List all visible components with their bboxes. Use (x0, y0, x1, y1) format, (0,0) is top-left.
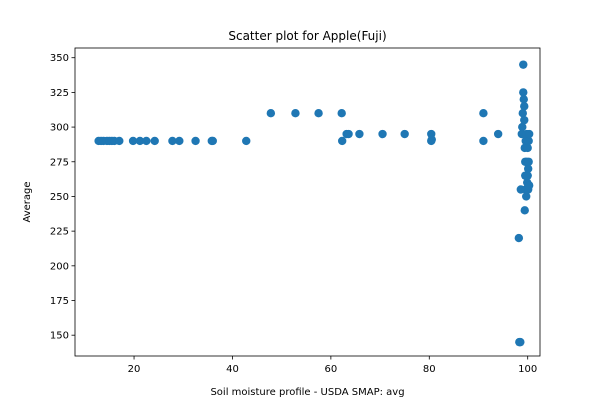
chart-title: Scatter plot for Apple(Fuji) (228, 29, 386, 43)
scatter-point (135, 136, 145, 146)
scatter-point (524, 136, 533, 146)
scatter-point (524, 157, 533, 166)
y-tick-label: 175 (50, 296, 69, 307)
x-tick-label: 60 (325, 364, 338, 375)
scatter-point (479, 109, 488, 118)
y-tick-label: 200 (50, 261, 69, 272)
scatter-point (128, 136, 138, 146)
scatter-point (518, 109, 527, 118)
y-axis-label: Average (22, 181, 33, 222)
y-tick-label: 225 (50, 227, 69, 238)
x-tick-label: 40 (226, 364, 239, 375)
scatter-point (175, 136, 184, 146)
scatter-point (400, 129, 409, 139)
scatter-point (242, 136, 251, 146)
scatter-point (291, 109, 300, 118)
scatter-point (150, 136, 159, 146)
scatter-point (519, 95, 528, 104)
scatter-point (493, 129, 503, 139)
ticks-layer: 20 40 60 80 100 150 175 200 225 250 275 300 325 350 (50, 53, 537, 375)
plot-frame (74, 47, 541, 357)
scatter-point (523, 164, 533, 173)
scatter-point (523, 143, 532, 153)
scatter-point (168, 136, 177, 146)
y-tick-label: 250 (50, 192, 69, 203)
scatter-point (344, 129, 353, 139)
scatter-point (479, 136, 488, 146)
y-tick-label: 350 (50, 53, 69, 64)
x-axis-label: Soil moisture profile - USDA SMAP: avg (210, 387, 404, 398)
scatter-point (142, 136, 151, 146)
scatter-point (518, 122, 527, 132)
y-tick-label: 300 (50, 123, 69, 134)
scatter-point (523, 171, 532, 180)
scatter-point (337, 109, 346, 118)
scatter-point (516, 337, 525, 347)
y-tick-label: 275 (50, 157, 69, 168)
scatter-point (208, 136, 217, 146)
scatter-point (337, 136, 347, 146)
scatter-point (427, 135, 436, 144)
x-tick-label: 100 (518, 364, 537, 375)
scatter-point (266, 109, 276, 118)
scatter-point (378, 129, 387, 139)
points-layer (94, 60, 534, 347)
y-tick-label: 325 (50, 88, 69, 99)
scatter-point (524, 129, 534, 139)
y-tick-label: 150 (50, 331, 69, 342)
scatter-point (524, 181, 534, 190)
scatter-point (514, 233, 524, 243)
scatter-point (522, 192, 531, 201)
scatter-point (519, 88, 528, 97)
x-tick-label: 80 (423, 364, 436, 375)
scatter-point (520, 206, 529, 215)
scatter-point (520, 102, 529, 111)
scatter-point (520, 115, 529, 125)
scatter-point (314, 109, 323, 118)
scatter-point (115, 136, 124, 146)
scatter-point (519, 60, 528, 69)
scatter-point (355, 129, 364, 139)
scatter-point (191, 136, 200, 146)
x-tick-label: 20 (128, 364, 141, 375)
